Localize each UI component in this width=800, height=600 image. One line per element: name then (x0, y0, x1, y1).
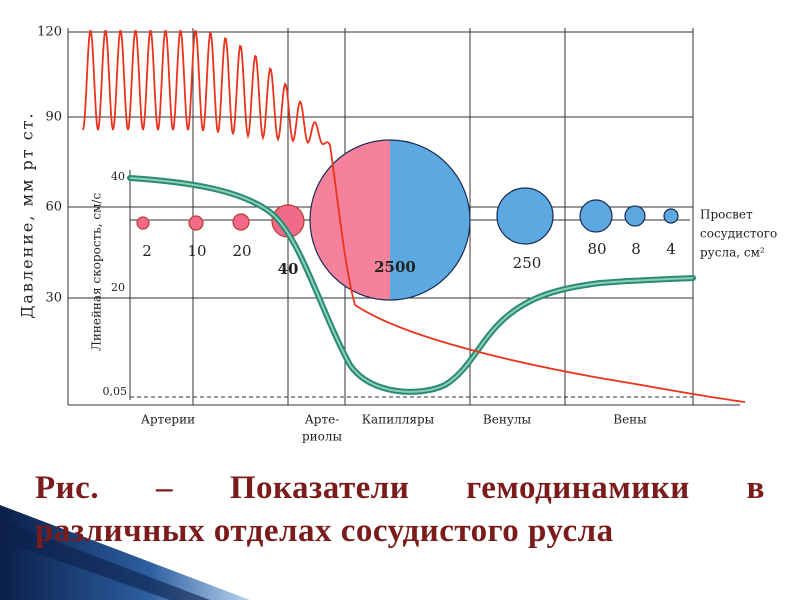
velocity-tick-label: 20 (111, 281, 125, 294)
y-tick-label: 120 (37, 25, 62, 40)
decoration (0, 505, 250, 600)
lumen-label: 40 (278, 260, 299, 278)
capillaries-half (310, 140, 390, 300)
lumen-caption: русла, см² (700, 246, 765, 260)
decoration (0, 520, 210, 600)
caption-line: различных отделах сосудистого русла (35, 513, 614, 549)
lumen-label: 20 (232, 242, 251, 260)
lumen-label: 2 (142, 242, 152, 260)
lumen-caption: сосудистого (700, 227, 777, 241)
y-axis-label: Давление, мм рт ст. (18, 111, 37, 318)
lumen-label: 4 (666, 240, 676, 258)
lumen-label: 2500 (374, 258, 416, 276)
velocity-axis-label: Линейная скорость, см/с (90, 193, 104, 352)
velocity-tick-label: 40 (111, 170, 125, 183)
segment-label: Капилляры (362, 413, 435, 427)
capillaries-half (390, 140, 470, 300)
y-tick-label: 30 (45, 291, 62, 306)
caption-line: Рис. – Показатели гемодинамики в (35, 470, 765, 506)
segment-label: Вены (613, 413, 647, 427)
velocity-curve (129, 177, 694, 393)
segment-label: Артерии (141, 413, 195, 427)
vessels (309, 139, 679, 301)
lumen-label: 8 (631, 240, 641, 258)
segment-label: риолы (302, 430, 343, 444)
velocity-tick-label: 0,05 (103, 385, 128, 398)
y-tick-label: 60 (45, 200, 62, 215)
lumen-label: 250 (513, 254, 542, 272)
segment-label: Арте- (305, 413, 340, 427)
segment-label: Венулы (483, 413, 532, 427)
y-tick-label: 90 (45, 110, 62, 125)
vessels (136, 204, 305, 238)
lumen-label: 10 (187, 242, 206, 260)
lumen-label: 80 (587, 240, 606, 258)
pressure-curve (82, 30, 746, 403)
lumen-caption: Просвет (700, 208, 753, 222)
